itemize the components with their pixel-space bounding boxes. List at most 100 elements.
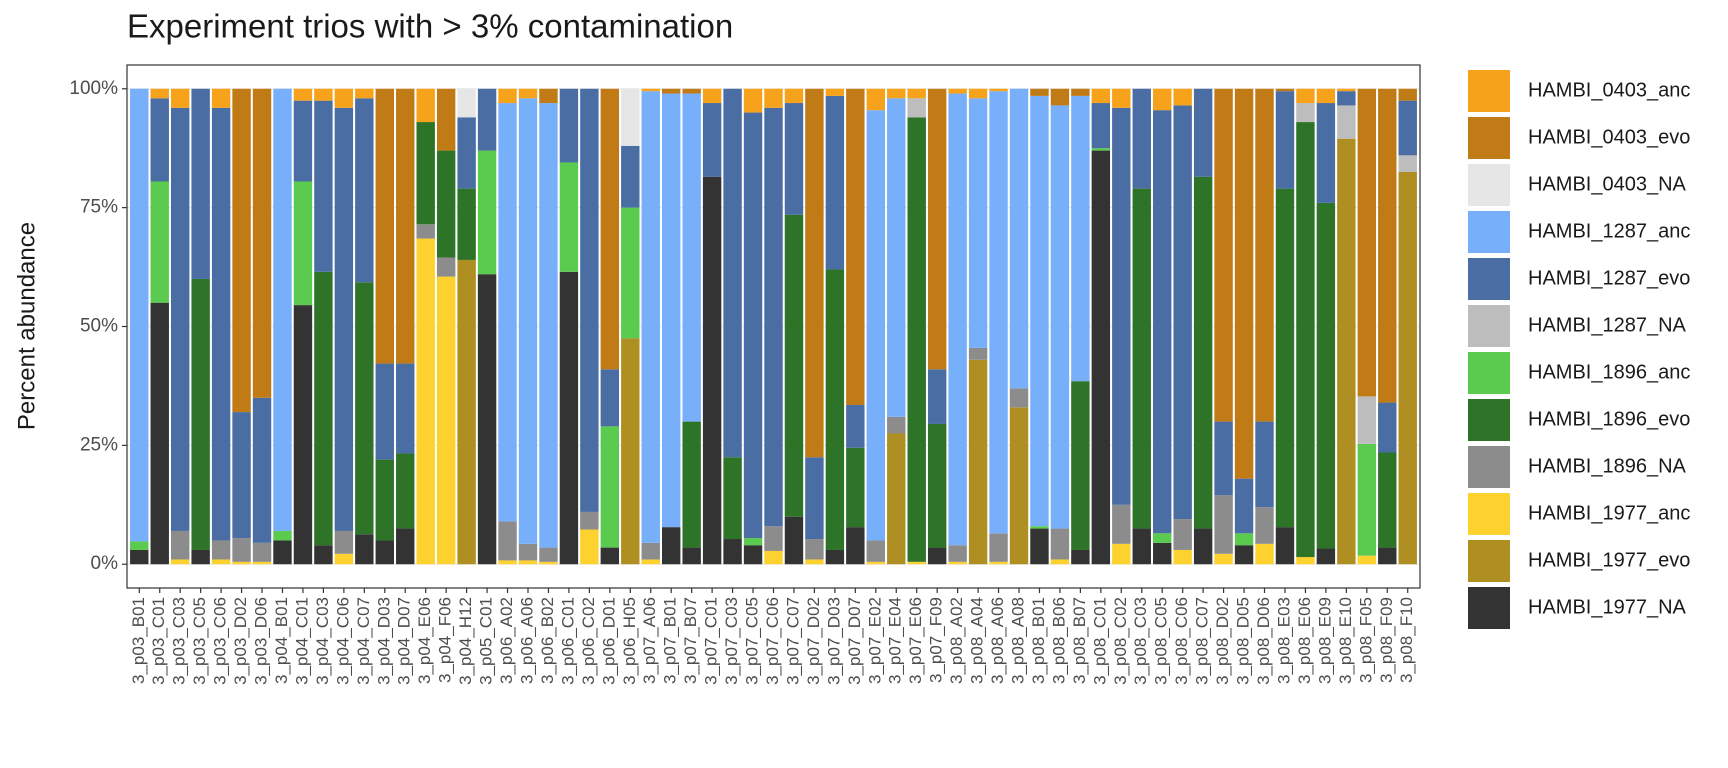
bar-segment <box>682 93 701 422</box>
bar-segment <box>518 98 538 544</box>
bar-segment <box>1112 504 1131 544</box>
bar-segment <box>211 540 231 560</box>
x-tick-label: 3_p08_C01 <box>1090 597 1109 685</box>
bar-segment <box>1296 122 1315 558</box>
bar-segment <box>968 88 988 99</box>
x-tick-label: 3_p07_C05 <box>743 597 762 685</box>
bar-segment <box>211 559 231 565</box>
bar-segment <box>764 88 783 108</box>
bar-segment <box>1009 388 1029 408</box>
bar-segment <box>846 88 865 405</box>
bar-segment <box>1071 381 1090 550</box>
bar-segment <box>621 338 640 565</box>
bar-segment <box>130 88 149 542</box>
bar-segment <box>1193 176 1213 529</box>
bar-segment <box>723 88 742 458</box>
bar-segment <box>621 145 640 208</box>
bar-segment <box>150 88 169 99</box>
bar-segment <box>1378 452 1397 548</box>
legend-label: HAMBI_0403_anc <box>1528 79 1690 101</box>
bar-segment <box>805 457 824 540</box>
bar-segment <box>416 224 435 239</box>
bar-segment <box>1255 88 1274 422</box>
x-tick-label: 3_p03_D06 <box>252 597 271 685</box>
bar-segment <box>518 88 538 99</box>
bar-segment <box>498 521 517 561</box>
bar-segment <box>600 369 620 427</box>
x-tick-label: 3_p04_D03 <box>374 597 393 685</box>
bar-segment <box>293 181 313 306</box>
bar-segment <box>743 112 763 539</box>
x-tick-label: 3_p08_D02 <box>1213 597 1232 685</box>
bar-segment <box>702 176 722 565</box>
bar-segment <box>600 426 620 548</box>
bar-segment <box>1112 88 1131 108</box>
x-tick-label: 3_p04_C03 <box>313 597 332 685</box>
bar-segment <box>846 447 865 528</box>
bar-segment <box>232 88 251 413</box>
bar-segment <box>764 550 783 565</box>
y-tick-label: 25% <box>80 434 118 455</box>
bar-segment <box>1214 553 1233 565</box>
bar-segment <box>396 528 415 565</box>
bar-segment <box>1296 557 1315 565</box>
bar-segment <box>170 559 190 565</box>
x-tick-label: 3_p06_A02 <box>497 597 516 684</box>
bar-segment <box>457 259 476 565</box>
bar-segment <box>211 88 231 108</box>
x-tick-label: 3_p04_E06 <box>415 597 434 684</box>
bar-segment <box>1234 533 1254 546</box>
x-tick-label: 3_p03_C06 <box>211 597 230 685</box>
x-tick-label: 3_p08_F10 <box>1397 597 1416 683</box>
legend-key <box>1468 587 1510 629</box>
bar-segment <box>1132 528 1151 565</box>
bar-segment <box>252 542 272 562</box>
bar-segment <box>477 150 497 275</box>
bar-segment <box>968 98 988 348</box>
legend-label: HAMBI_1896_evo <box>1528 408 1690 430</box>
x-tick-label: 3_p08_F09 <box>1377 597 1396 683</box>
x-tick-label: 3_p03_B01 <box>129 597 148 684</box>
bar-segment <box>1337 91 1356 106</box>
bar-segment <box>170 107 190 531</box>
bar-segment <box>130 541 149 550</box>
bar-segment <box>293 88 313 101</box>
x-tick-label: 3_p07_B07 <box>681 597 700 684</box>
legend-key <box>1468 540 1510 582</box>
bar-segment <box>621 207 640 339</box>
x-tick-label: 3_p04_C06 <box>333 597 352 685</box>
bar-segment <box>1153 533 1172 543</box>
bar-segment <box>764 107 783 527</box>
bar-segment <box>1153 88 1172 111</box>
bar-segment <box>1316 202 1336 549</box>
bar-segment <box>1173 549 1192 565</box>
bar-segment <box>1009 88 1029 389</box>
x-tick-label: 3_p08_C07 <box>1193 597 1212 685</box>
bar-segment <box>1316 88 1336 104</box>
x-tick-label: 3_p07_F09 <box>927 597 946 683</box>
bar-segment <box>805 559 824 565</box>
bar-segment <box>621 88 640 146</box>
bar-segment <box>1234 545 1254 565</box>
bar-segment <box>927 88 947 370</box>
bar-segment <box>682 88 701 94</box>
bar-segment <box>518 560 538 565</box>
bar-segment <box>846 527 865 565</box>
bar-segment <box>1316 548 1336 565</box>
bar-segment <box>273 540 292 565</box>
bar-segment <box>600 547 620 565</box>
bar-segment <box>1275 88 1295 92</box>
x-tick-label: 3_p08_E10 <box>1336 597 1355 684</box>
bar-segment <box>825 95 845 270</box>
bar-segment <box>1378 547 1397 565</box>
bar-segment <box>1071 88 1090 96</box>
x-tick-label: 3_p07_E02 <box>865 597 884 684</box>
bar-segment <box>1071 549 1090 565</box>
bar-segment <box>232 561 251 565</box>
y-tick-label: 50% <box>80 316 118 337</box>
bar-segment <box>702 103 722 177</box>
legend-key <box>1468 70 1510 112</box>
legend-key <box>1468 258 1510 300</box>
bar-segment <box>927 369 947 424</box>
x-tick-label: 3_p08_A06 <box>988 597 1007 684</box>
